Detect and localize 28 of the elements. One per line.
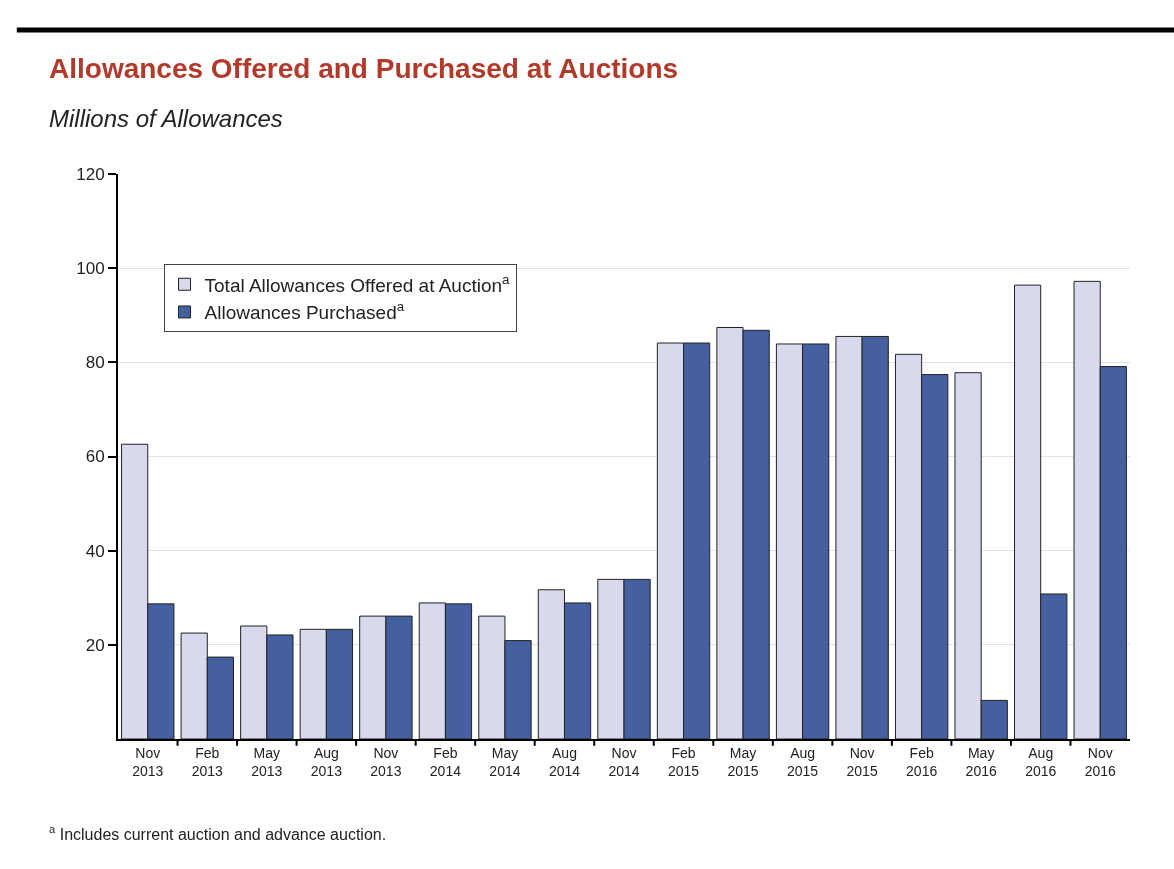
x-tick-label: Nov 2013 <box>132 744 164 779</box>
x-tick-label: Feb 2013 <box>191 744 224 779</box>
y-tick-label: 40 <box>85 541 105 561</box>
x-tick-label: May 2014 <box>489 744 521 779</box>
x-tick-label: Aug 2013 <box>310 744 343 779</box>
y-tick-label: 120 <box>76 164 105 184</box>
legend-label: Total Allowances Offered at Auction$^{a}$ <box>204 271 511 296</box>
x-tick-label: Nov 2014 <box>608 744 640 779</box>
y-tick-label: 20 <box>85 635 105 655</box>
legend-label: Allowances Purchased$^{a}$ <box>204 299 405 324</box>
chart-title: Allowances Offered and Purchased at Auctions <box>49 53 679 84</box>
x-tick-label: Aug 2014 <box>548 744 581 779</box>
x-tick-label: May 2013 <box>251 744 283 779</box>
chart-subtitle: Millions of Allowances <box>49 105 283 132</box>
x-tick-label: Nov 2013 <box>370 744 402 779</box>
x-tick-label: Aug 2016 <box>1025 744 1057 779</box>
x-tick-label: Feb 2015 <box>667 744 700 779</box>
x-tick-label: Feb 2014 <box>429 744 462 779</box>
y-tick-label: 60 <box>85 447 105 467</box>
x-tick-label: May 2015 <box>727 744 759 779</box>
text: $^{a}$ Includes current auction and advance auction. <box>49 823 387 843</box>
x-tick-label: Aug 2015 <box>787 744 819 779</box>
x-tick-label: Nov 2016 <box>1084 744 1117 779</box>
y-tick-label: 80 <box>85 353 105 373</box>
x-tick-label: May 2016 <box>965 744 997 779</box>
x-tick-label: Nov 2015 <box>846 744 878 779</box>
x-tick-label: Feb 2016 <box>906 744 938 779</box>
y-tick-label: 100 <box>76 259 105 279</box>
